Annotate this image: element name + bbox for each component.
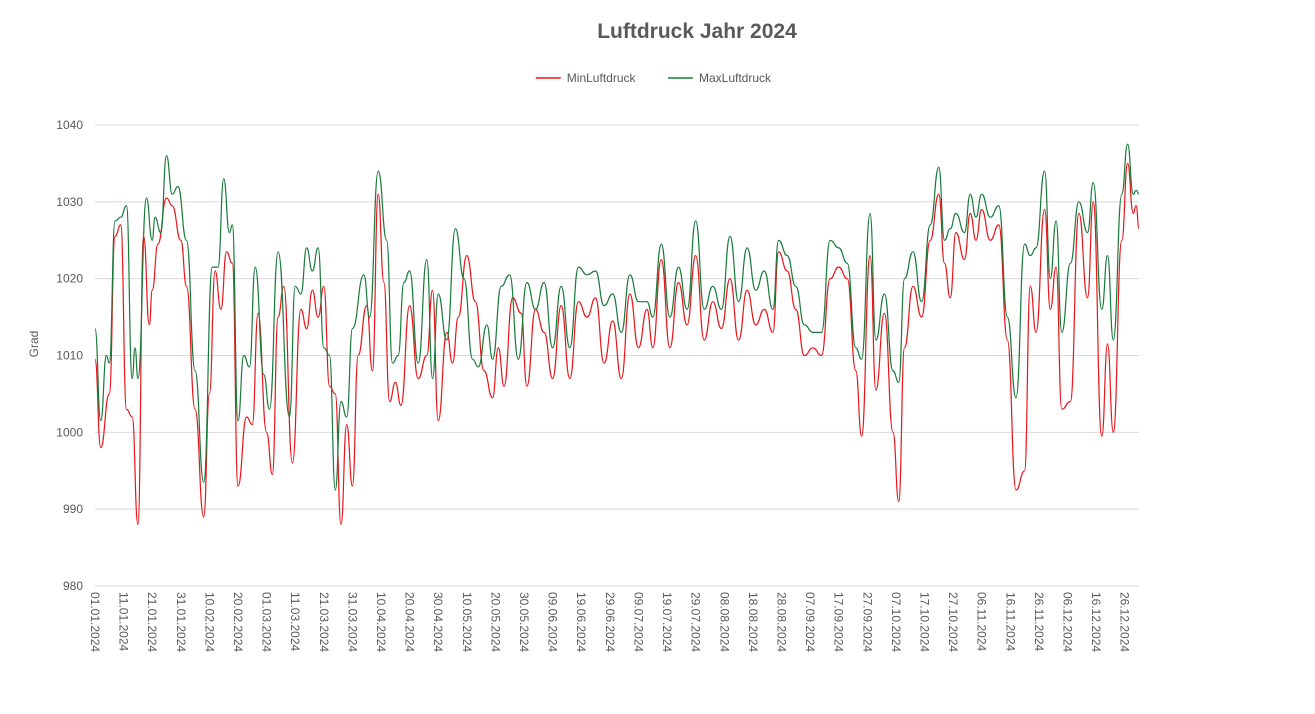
x-tick-label: 19.07.2024	[660, 592, 674, 652]
x-tick-label: 10.04.2024	[374, 592, 388, 652]
x-tick-label: 17.10.2024	[917, 592, 931, 652]
legend: MinLuftdruck MaxLuftdruck	[535, 71, 772, 85]
x-tick-label: 09.06.2024	[546, 592, 560, 652]
legend-label-minluftdruck: MinLuftdruck	[567, 71, 637, 85]
x-tick-label: 20.04.2024	[403, 592, 417, 652]
x-tick-label: 07.09.2024	[803, 592, 817, 652]
x-tick-label: 31.01.2024	[174, 592, 188, 652]
y-axis-ticks: 980 990 1000 1010 1020 1030 1040	[56, 118, 83, 593]
chart-title: Luftdruck Jahr 2024	[597, 20, 797, 43]
x-tick-label: 16.11.2024	[1003, 592, 1017, 651]
x-tick-label: 20.02.2024	[231, 592, 245, 652]
y-tick-label: 1040	[56, 118, 83, 132]
y-tick-label: 1010	[56, 349, 83, 363]
legend-label-maxluftdruck: MaxLuftdruck	[699, 71, 772, 85]
x-tick-label: 17.09.2024	[832, 592, 846, 652]
series-line-maxluftdruck	[94, 143, 1140, 491]
x-tick-label: 30.05.2024	[517, 592, 531, 652]
x-tick-label: 10.02.2024	[202, 592, 216, 652]
y-tick-label: 1030	[56, 195, 83, 209]
y-tick-label: 1000	[56, 425, 83, 439]
x-tick-label: 06.11.2024	[975, 592, 989, 651]
x-tick-label: 31.03.2024	[345, 592, 359, 652]
x-tick-label: 01.01.2024	[88, 592, 102, 652]
series-line-minluftdruck	[94, 162, 1140, 526]
x-tick-label: 21.01.2024	[145, 592, 159, 652]
series	[94, 143, 1140, 526]
x-tick-label: 19.06.2024	[574, 592, 588, 652]
x-tick-label: 29.07.2024	[689, 592, 703, 652]
x-tick-label: 30.04.2024	[431, 592, 445, 652]
x-tick-label: 01.03.2024	[260, 592, 274, 652]
x-tick-label: 07.10.2024	[889, 592, 903, 652]
x-tick-label: 16.12.2024	[1089, 592, 1103, 652]
y-tick-label: 1020	[56, 272, 83, 286]
y-axis-title: Grad	[27, 331, 41, 358]
y-tick-label: 980	[63, 579, 83, 593]
x-tick-label: 29.06.2024	[603, 592, 617, 652]
x-tick-label: 11.03.2024	[288, 592, 302, 651]
x-tick-label: 28.08.2024	[774, 592, 788, 652]
x-tick-label: 10.05.2024	[460, 592, 474, 652]
x-tick-label: 06.12.2024	[1060, 592, 1074, 652]
x-tick-label: 26.11.2024	[1032, 592, 1046, 651]
x-axis-ticks: 01.01.2024 11.01.2024 21.01.2024 31.01.2024…	[88, 592, 1132, 652]
x-tick-label: 09.07.2024	[631, 592, 645, 652]
x-tick-label: 11.01.2024	[117, 592, 131, 651]
x-tick-label: 21.03.2024	[317, 592, 331, 652]
y-tick-label: 990	[63, 502, 83, 516]
x-tick-label: 26.12.2024	[1118, 592, 1132, 652]
x-tick-label: 18.08.2024	[746, 592, 760, 652]
x-tick-label: 08.08.2024	[717, 592, 731, 652]
x-tick-label: 27.09.2024	[860, 592, 874, 652]
x-tick-label: 27.10.2024	[946, 592, 960, 652]
x-tick-label: 20.05.2024	[488, 592, 502, 652]
